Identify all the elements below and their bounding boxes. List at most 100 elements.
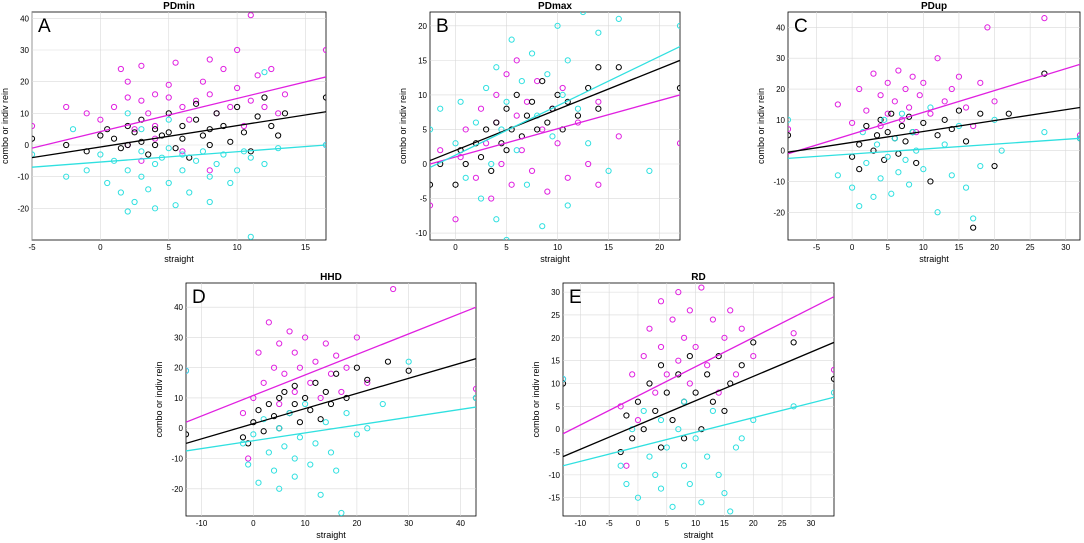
data-point-magenta — [276, 400, 283, 408]
data-point-magenta — [513, 112, 520, 119]
data-point-cyan — [117, 189, 124, 196]
data-point-black — [934, 132, 941, 139]
data-point-magenta — [640, 352, 647, 360]
data-point-black — [534, 126, 541, 133]
data-point-cyan — [255, 479, 262, 486]
data-point-magenta — [493, 91, 500, 99]
x-axis-label: straight — [540, 254, 570, 264]
data-point-magenta — [437, 147, 444, 154]
data-point-magenta — [131, 126, 138, 133]
data-point-cyan — [291, 473, 298, 480]
y-tick-label: 10 — [551, 380, 560, 389]
data-point-black — [873, 132, 881, 139]
data-point-black — [32, 135, 36, 142]
x-tick-label: 20 — [990, 243, 999, 252]
data-point-black — [322, 388, 329, 396]
panel-c: -5 0 5 10 15 20 25 30 -20 -10 0 10 20 30 40 PDup Cstraig… — [756, 1, 1081, 264]
data-point-cyan — [124, 208, 131, 215]
plot-area — [31, 11, 327, 241]
data-point-cyan — [692, 435, 699, 442]
data-point-black — [574, 112, 582, 119]
data-point-black — [260, 428, 267, 435]
data-point-magenta — [312, 358, 319, 365]
data-point-magenta — [247, 12, 254, 19]
data-point-magenta — [117, 65, 124, 73]
data-point-cyan — [327, 449, 335, 456]
data-point-magenta — [508, 181, 515, 188]
data-point-magenta — [390, 285, 397, 293]
data-point-black — [199, 132, 207, 139]
y-tick-label: 20 — [20, 78, 29, 87]
data-point-cyan — [322, 419, 329, 426]
data-point-magenta — [732, 371, 740, 378]
data-point-magenta — [652, 389, 659, 396]
data-point-black — [663, 389, 670, 396]
data-point-cyan — [564, 202, 571, 209]
data-point-cyan — [63, 173, 70, 180]
data-point-magenta — [977, 79, 984, 86]
y-axis-label: combo or indiv rein — [0, 88, 10, 164]
data-point-magenta — [317, 394, 324, 402]
data-point-cyan — [977, 162, 984, 170]
data-point-magenta — [559, 84, 566, 92]
data-point-cyan — [364, 425, 371, 432]
data-point-cyan — [430, 126, 434, 133]
data-point-magenta — [270, 364, 278, 371]
y-axis-label: combo or indiv rein — [154, 361, 164, 437]
regression-line-cyan — [186, 406, 476, 452]
y-tick-label: -10 — [171, 455, 183, 464]
data-point-black — [503, 105, 510, 112]
data-point-magenta — [343, 364, 350, 371]
data-point-magenta — [564, 174, 571, 181]
data-point-black — [239, 434, 247, 441]
data-point-black — [698, 426, 705, 433]
data-point-cyan — [948, 172, 955, 179]
data-point-magenta — [296, 364, 304, 371]
data-point-black — [503, 147, 510, 154]
data-point-cyan — [472, 119, 480, 126]
data-point-magenta — [462, 126, 469, 133]
data-point-cyan — [493, 216, 500, 223]
x-tick-label: 20 — [655, 243, 664, 252]
x-tick-label: 30 — [1061, 243, 1070, 252]
regression-line-black — [563, 341, 834, 458]
data-point-magenta — [138, 97, 145, 104]
data-point-black — [291, 400, 298, 408]
data-point-magenta — [138, 157, 145, 164]
x-tick-label: -10 — [196, 519, 208, 528]
data-point-magenta — [927, 110, 934, 117]
data-point-cyan — [898, 110, 906, 117]
x-tick-label: 10 — [919, 243, 928, 252]
data-point-cyan — [307, 461, 314, 468]
data-point-black — [544, 119, 551, 126]
data-point-black — [692, 389, 699, 396]
data-point-cyan — [640, 407, 647, 415]
data-point-black — [165, 110, 172, 117]
data-point-cyan — [260, 416, 267, 423]
y-tick-label: 30 — [551, 288, 560, 297]
data-point-magenta — [709, 316, 717, 323]
data-point-magenta — [544, 188, 551, 195]
data-point-cyan — [657, 485, 665, 492]
y-tick-label: -15 — [548, 494, 560, 503]
data-point-magenta — [165, 94, 172, 101]
y-tick-label: 20 — [776, 85, 785, 94]
data-point-cyan — [165, 145, 172, 152]
data-point-black — [227, 138, 234, 145]
data-point-cyan — [270, 467, 278, 474]
data-point-magenta — [870, 70, 877, 77]
data-point-cyan — [488, 160, 495, 168]
data-point-magenta — [83, 110, 90, 117]
data-point-black — [255, 406, 262, 414]
data-point-black — [192, 100, 200, 107]
data-point-cyan — [338, 509, 345, 516]
data-point-cyan — [69, 126, 77, 133]
data-point-black — [523, 112, 531, 119]
data-point-magenta — [1041, 15, 1048, 22]
y-tick-label: 5 — [556, 402, 561, 411]
data-point-black — [483, 126, 490, 133]
x-tick-label: 15 — [301, 243, 310, 252]
data-point-cyan — [1041, 129, 1048, 136]
data-point-black — [302, 394, 309, 402]
